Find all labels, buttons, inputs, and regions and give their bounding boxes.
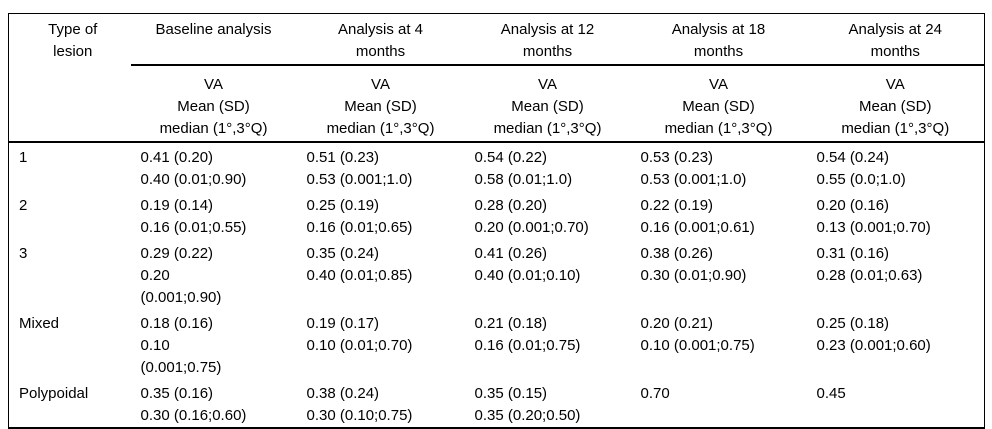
value-cell: 0.22 (0.19) 0.16 (0.001;0.61): [640, 197, 755, 236]
header-row-top: Type of lesion Baseline analysis Analysi…: [9, 13, 985, 66]
lesion-type-cell: Polypoidal: [19, 385, 89, 402]
value-cell: 0.35 (0.24) 0.40 (0.01;0.85): [306, 245, 413, 284]
value-cell: 0.19 (0.14) 0.16 (0.01;0.55): [140, 197, 247, 236]
subheader-baseline-va: VA Mean (SD) median (1°,3°Q): [159, 76, 268, 137]
value-cell: 0.19 (0.17) 0.10 (0.01;0.70): [306, 315, 413, 354]
value-cell: 0.51 (0.23) 0.53 (0.001;1.0): [306, 149, 413, 188]
col-header-24-months: Analysis at 24 months: [806, 13, 985, 66]
value-cell: 0.35 (0.15) 0.35 (0.20;0.50): [474, 385, 581, 424]
value-cell: 0.38 (0.24) 0.30 (0.10;0.75): [306, 385, 413, 424]
value-cell: 0.29 (0.22) 0.20 (0.001;0.90): [140, 245, 222, 306]
col-header-4-months: Analysis at 4 months: [296, 13, 465, 66]
header-row-sub: VA Mean (SD) median (1°,3°Q) VA Mean (SD…: [9, 65, 985, 142]
lesion-type-cell: 3: [19, 245, 28, 262]
table-row-lesion-3: 3 0.29 (0.22) 0.20 (0.001;0.90) 0.35 (0.…: [9, 239, 985, 309]
table-row-lesion-mixed: Mixed 0.18 (0.16) 0.10 (0.001;0.75) 0.19…: [9, 309, 985, 379]
value-cell: 0.53 (0.23) 0.53 (0.001;1.0): [640, 149, 747, 188]
lesion-type-cell: Mixed: [19, 315, 60, 332]
value-cell: 0.28 (0.20) 0.20 (0.001;0.70): [474, 197, 589, 236]
value-cell: 0.45: [816, 385, 846, 402]
table-row-lesion-polypoidal: Polypoidal 0.35 (0.16) 0.30 (0.16;0.60) …: [9, 379, 985, 428]
subheader-12-months-va: VA Mean (SD) median (1°,3°Q): [493, 76, 602, 137]
subheader-18-months-va: VA Mean (SD) median (1°,3°Q): [664, 76, 773, 137]
subheader-24-months-va: VA Mean (SD) median (1°,3°Q): [841, 76, 950, 137]
table-row-lesion-1: 1 0.41 (0.20) 0.40 (0.01;0.90) 0.51 (0.2…: [9, 142, 985, 191]
value-cell: 0.54 (0.24) 0.55 (0.0;1.0): [816, 149, 906, 188]
lesion-type-cell: 1: [19, 149, 28, 166]
va-by-lesion-table-container: Type of lesion Baseline analysis Analysi…: [8, 13, 985, 429]
value-cell: 0.41 (0.26) 0.40 (0.01;0.10): [474, 245, 581, 284]
table-row-lesion-2: 2 0.19 (0.14) 0.16 (0.01;0.55) 0.25 (0.1…: [9, 191, 985, 239]
value-cell: 0.38 (0.26) 0.30 (0.01;0.90): [640, 245, 747, 284]
value-cell: 0.35 (0.16) 0.30 (0.16;0.60): [140, 385, 247, 424]
value-cell: 0.20 (0.16) 0.13 (0.001;0.70): [816, 197, 931, 236]
subheader-4-months-va: VA Mean (SD) median (1°,3°Q): [326, 76, 435, 137]
value-cell: 0.18 (0.16) 0.10 (0.001;0.75): [140, 315, 222, 376]
value-cell: 0.20 (0.21) 0.10 (0.001;0.75): [640, 315, 755, 354]
value-cell: 0.21 (0.18) 0.16 (0.01;0.75): [474, 315, 581, 354]
lesion-type-cell: 2: [19, 197, 28, 214]
value-cell: 0.41 (0.20) 0.40 (0.01;0.90): [140, 149, 247, 188]
value-cell: 0.25 (0.19) 0.16 (0.01;0.65): [306, 197, 413, 236]
col-header-12-months: Analysis at 12 months: [464, 13, 631, 66]
value-cell: 0.70: [640, 385, 670, 402]
col-header-18-months: Analysis at 18 months: [630, 13, 807, 66]
value-cell: 0.31 (0.16) 0.28 (0.01;0.63): [816, 245, 923, 284]
va-by-lesion-table: Type of lesion Baseline analysis Analysi…: [8, 13, 985, 429]
col-header-type-of-lesion: Type of lesion: [48, 21, 98, 60]
value-cell: 0.25 (0.18) 0.23 (0.001;0.60): [816, 315, 931, 354]
col-header-baseline: Baseline analysis: [130, 13, 297, 66]
value-cell: 0.54 (0.22) 0.58 (0.01;1.0): [474, 149, 573, 188]
